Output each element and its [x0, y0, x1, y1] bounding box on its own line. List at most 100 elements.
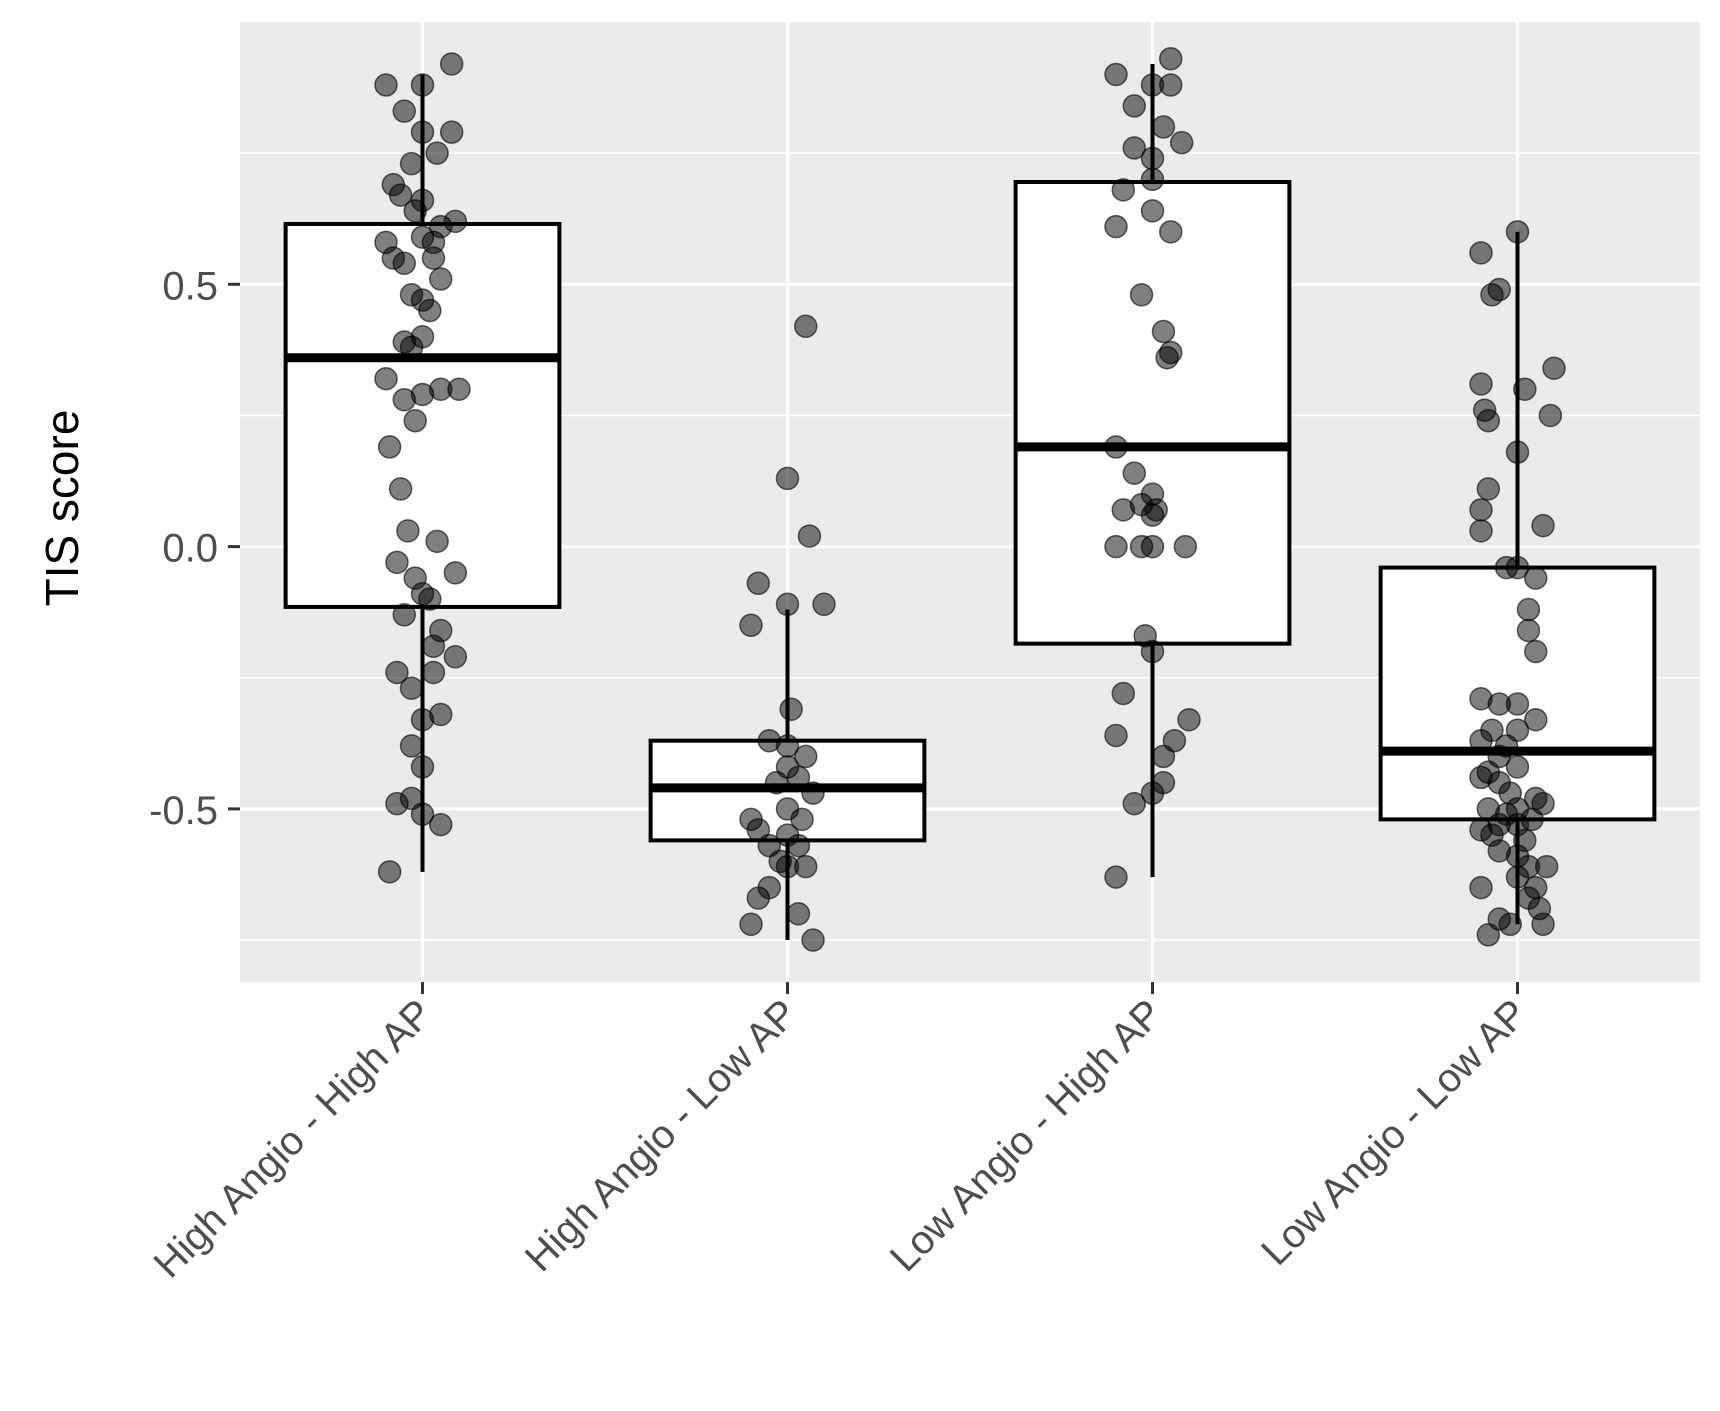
- data-point: [388, 477, 413, 501]
- data-point: [1155, 345, 1179, 370]
- data-point: [410, 73, 435, 97]
- data-point: [1104, 723, 1128, 748]
- data-point: [1469, 498, 1493, 522]
- data-point: [1505, 755, 1530, 779]
- data-point: [1469, 372, 1493, 396]
- y-axis-title: TIS score: [36, 410, 88, 607]
- data-point: [429, 812, 453, 837]
- data-point: [392, 603, 416, 627]
- data-point: [392, 387, 416, 412]
- data-point: [786, 902, 811, 926]
- data-point: [1177, 707, 1201, 732]
- data-point: [794, 314, 818, 339]
- data-point: [403, 199, 427, 223]
- data-point: [739, 613, 763, 638]
- data-point: [1104, 62, 1128, 87]
- data-point: [797, 524, 822, 548]
- data-point: [1140, 639, 1165, 664]
- data-point: [425, 141, 449, 165]
- data-point: [385, 550, 409, 575]
- data-point: [775, 592, 800, 617]
- data-point: [374, 73, 398, 97]
- x-tick-label: High Angio - Low AP: [517, 991, 806, 1280]
- data-point: [1140, 146, 1165, 171]
- data-point: [429, 267, 453, 291]
- data-point: [1513, 377, 1537, 401]
- data-point: [1469, 875, 1493, 900]
- data-point: [1140, 199, 1165, 223]
- x-tick-label: Low Angio - Low AP: [1253, 991, 1536, 1274]
- data-point: [1505, 555, 1530, 580]
- data-point: [443, 645, 468, 669]
- data-point: [746, 886, 771, 910]
- data-point: [1122, 136, 1146, 160]
- data-point: [801, 928, 825, 952]
- data-point: [1524, 566, 1548, 590]
- y-tick-label: 0.5: [162, 264, 218, 308]
- data-point: [1469, 241, 1493, 265]
- data-point: [1469, 728, 1493, 753]
- data-point: [775, 466, 800, 491]
- data-point: [1144, 498, 1168, 522]
- data-point: [1469, 519, 1493, 543]
- data-point: [1111, 498, 1136, 522]
- data-point: [1129, 283, 1154, 307]
- data-point: [1122, 461, 1146, 485]
- data-point: [801, 781, 825, 805]
- data-point: [1476, 408, 1501, 433]
- boxes: [283, 180, 1657, 843]
- data-point: [399, 676, 424, 700]
- data-point: [399, 734, 424, 758]
- data-point: [739, 912, 763, 937]
- data-point: [385, 660, 409, 685]
- data-point: [399, 335, 424, 359]
- data-point: [392, 251, 416, 276]
- data-point: [410, 802, 435, 826]
- data-point: [1524, 707, 1548, 732]
- data-point: [1159, 46, 1183, 71]
- data-point: [794, 744, 818, 769]
- x-tick-label: Low Angio - High AP: [882, 991, 1171, 1280]
- data-point: [392, 99, 416, 123]
- data-point: [1487, 692, 1511, 716]
- data-point: [421, 660, 446, 685]
- data-point: [1140, 781, 1165, 805]
- box-iqr: [1013, 180, 1292, 646]
- data-point: [1524, 639, 1548, 664]
- data-point: [794, 854, 818, 879]
- data-point: [1531, 513, 1555, 538]
- data-point: [1505, 865, 1530, 889]
- data-point: [1104, 534, 1128, 559]
- data-point: [764, 770, 789, 795]
- data-point: [447, 377, 471, 401]
- data-point: [439, 52, 464, 76]
- data-point: [410, 120, 435, 144]
- data-point: [1476, 477, 1501, 501]
- data-point: [377, 860, 402, 884]
- data-point: [374, 366, 398, 391]
- data-point: [1173, 534, 1198, 559]
- data-point: [1169, 130, 1194, 155]
- data-point: [1140, 534, 1165, 559]
- data-point: [1542, 356, 1566, 380]
- jitter-points: [374, 46, 1566, 952]
- data-point: [1516, 597, 1541, 622]
- data-point: [418, 298, 442, 323]
- data-point: [439, 120, 464, 144]
- data-point: [790, 807, 814, 832]
- data-point: [1122, 791, 1146, 816]
- data-point: [418, 587, 442, 611]
- data-point: [1516, 618, 1541, 643]
- data-point: [425, 529, 449, 554]
- data-point: [421, 634, 446, 659]
- data-point: [1151, 744, 1176, 769]
- data-point: [1159, 73, 1183, 97]
- x-tick-label: High Angio - High AP: [146, 991, 441, 1286]
- data-point: [1531, 912, 1555, 937]
- data-point: [1159, 220, 1183, 244]
- data-point: [1476, 923, 1501, 947]
- data-point: [377, 435, 402, 459]
- y-tick-label: -0.5: [149, 789, 218, 833]
- data-point: [1538, 403, 1563, 428]
